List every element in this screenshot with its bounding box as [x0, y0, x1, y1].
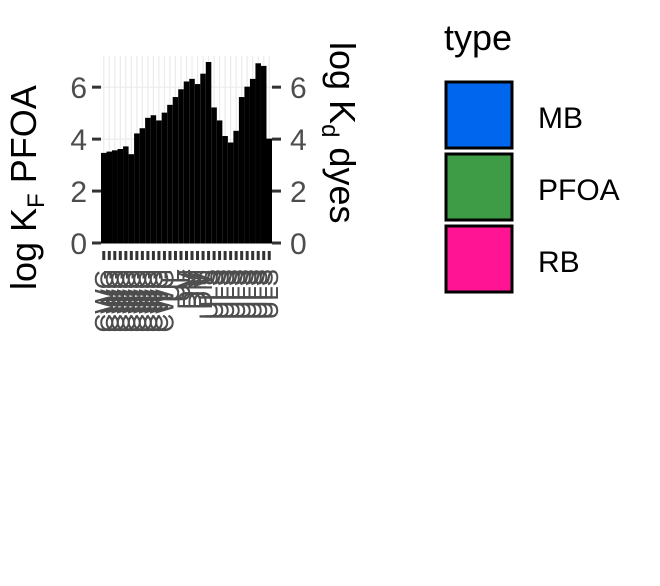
bar: [233, 130, 239, 244]
bar: [189, 78, 195, 244]
bar-layer: [100, 61, 273, 244]
x-tick-label: ULS: [216, 269, 246, 320]
legend-key-pfoa: [444, 152, 514, 222]
bar: [266, 138, 273, 244]
x-tick-label: ULS: [205, 269, 235, 320]
legend-key-mb: [444, 80, 514, 150]
x-tick-label: CWG: [100, 269, 130, 333]
x-tick-label: UL: [166, 269, 196, 302]
bar: [145, 117, 151, 244]
x-tick-label: CWG: [116, 269, 146, 333]
y-tick-label-right: 0: [290, 228, 307, 261]
y-tick-label-right: 6: [290, 72, 307, 105]
bar: [167, 104, 173, 244]
bar: [211, 107, 217, 244]
x-tick-label: ULS: [210, 269, 240, 320]
bar: [216, 120, 223, 244]
x-tick-label: DM: [177, 269, 207, 309]
x-tick-label: ULS: [238, 269, 268, 320]
bar: [100, 152, 107, 244]
bar: [117, 149, 124, 244]
x-tick-label: ULS: [232, 269, 262, 320]
x-tick-label: DM: [183, 269, 213, 309]
y-tick-label-left: 4: [70, 124, 87, 157]
x-tick-label: ULS: [254, 269, 284, 320]
x-tick-label: CWG: [94, 269, 124, 333]
bar: [112, 150, 118, 244]
y-axis-title-left: log KF PFOA: [3, 85, 50, 290]
bar: [244, 86, 250, 244]
x-tick-label: DM: [172, 269, 202, 309]
x-tick-label: DM: [188, 269, 218, 309]
bar: [200, 73, 206, 244]
legend: type MB PFOA RB: [444, 17, 620, 294]
x-tick-label: ULS: [199, 269, 229, 320]
x-tick-label: CWG: [144, 269, 174, 333]
legend-key-rb: [444, 224, 514, 294]
y-tick-label-left: 6: [70, 72, 87, 105]
x-tick-label: CWG: [122, 269, 152, 333]
x-tick-label: CWG: [105, 269, 135, 333]
bar: [139, 128, 146, 244]
x-tick-label: CWG: [89, 269, 119, 333]
y-tick-label-right: 2: [290, 176, 307, 209]
bar: [205, 61, 212, 244]
bar: [227, 142, 234, 244]
bar: [249, 78, 256, 244]
bar: [260, 65, 267, 244]
bar: [178, 89, 184, 244]
x-tick-label: ULS: [227, 269, 257, 320]
bar: [238, 97, 245, 244]
x-tick-label: CWG: [149, 269, 179, 333]
legend-label-pfoa: PFOA: [538, 174, 620, 207]
legend-label-mb: MB: [538, 102, 583, 135]
x-tick-label: ULS: [243, 269, 273, 320]
axis-layer: 0 02 24 46 6CWGCWGCWGCWGCWGCWGCWGCWGCWGCWGCW…: [70, 72, 306, 332]
y-axis-title-right: log Kd dyes: [316, 42, 363, 223]
bar: [134, 133, 140, 244]
y-tick-label-left: 0: [70, 228, 87, 261]
x-tick-label: UL: [155, 269, 185, 302]
legend-label-rb: RB: [538, 246, 580, 279]
x-tick-label: CWG: [111, 269, 141, 333]
x-tick-label: UL: [160, 269, 190, 302]
bar: [194, 84, 201, 244]
x-tick-label: ULS: [249, 269, 279, 320]
bar: [128, 154, 135, 244]
bar: [183, 81, 190, 244]
x-tick-label: CWG: [138, 269, 168, 333]
x-tick-label: ULS: [194, 269, 224, 320]
x-tick-label: ULS: [221, 269, 251, 320]
bar: [123, 146, 129, 244]
x-tick-label: CWG: [133, 269, 163, 333]
legend-title: type: [444, 17, 512, 58]
bar: [222, 136, 228, 244]
x-tick-label: CWG: [127, 269, 157, 333]
y-tick-label-right: 4: [290, 124, 307, 157]
bar: [156, 120, 162, 244]
bar: [255, 63, 261, 244]
y-tick-label-left: 2: [70, 176, 87, 209]
bar: [106, 151, 113, 244]
bar: [150, 115, 157, 244]
bar: [172, 97, 179, 244]
bar: [161, 112, 168, 244]
